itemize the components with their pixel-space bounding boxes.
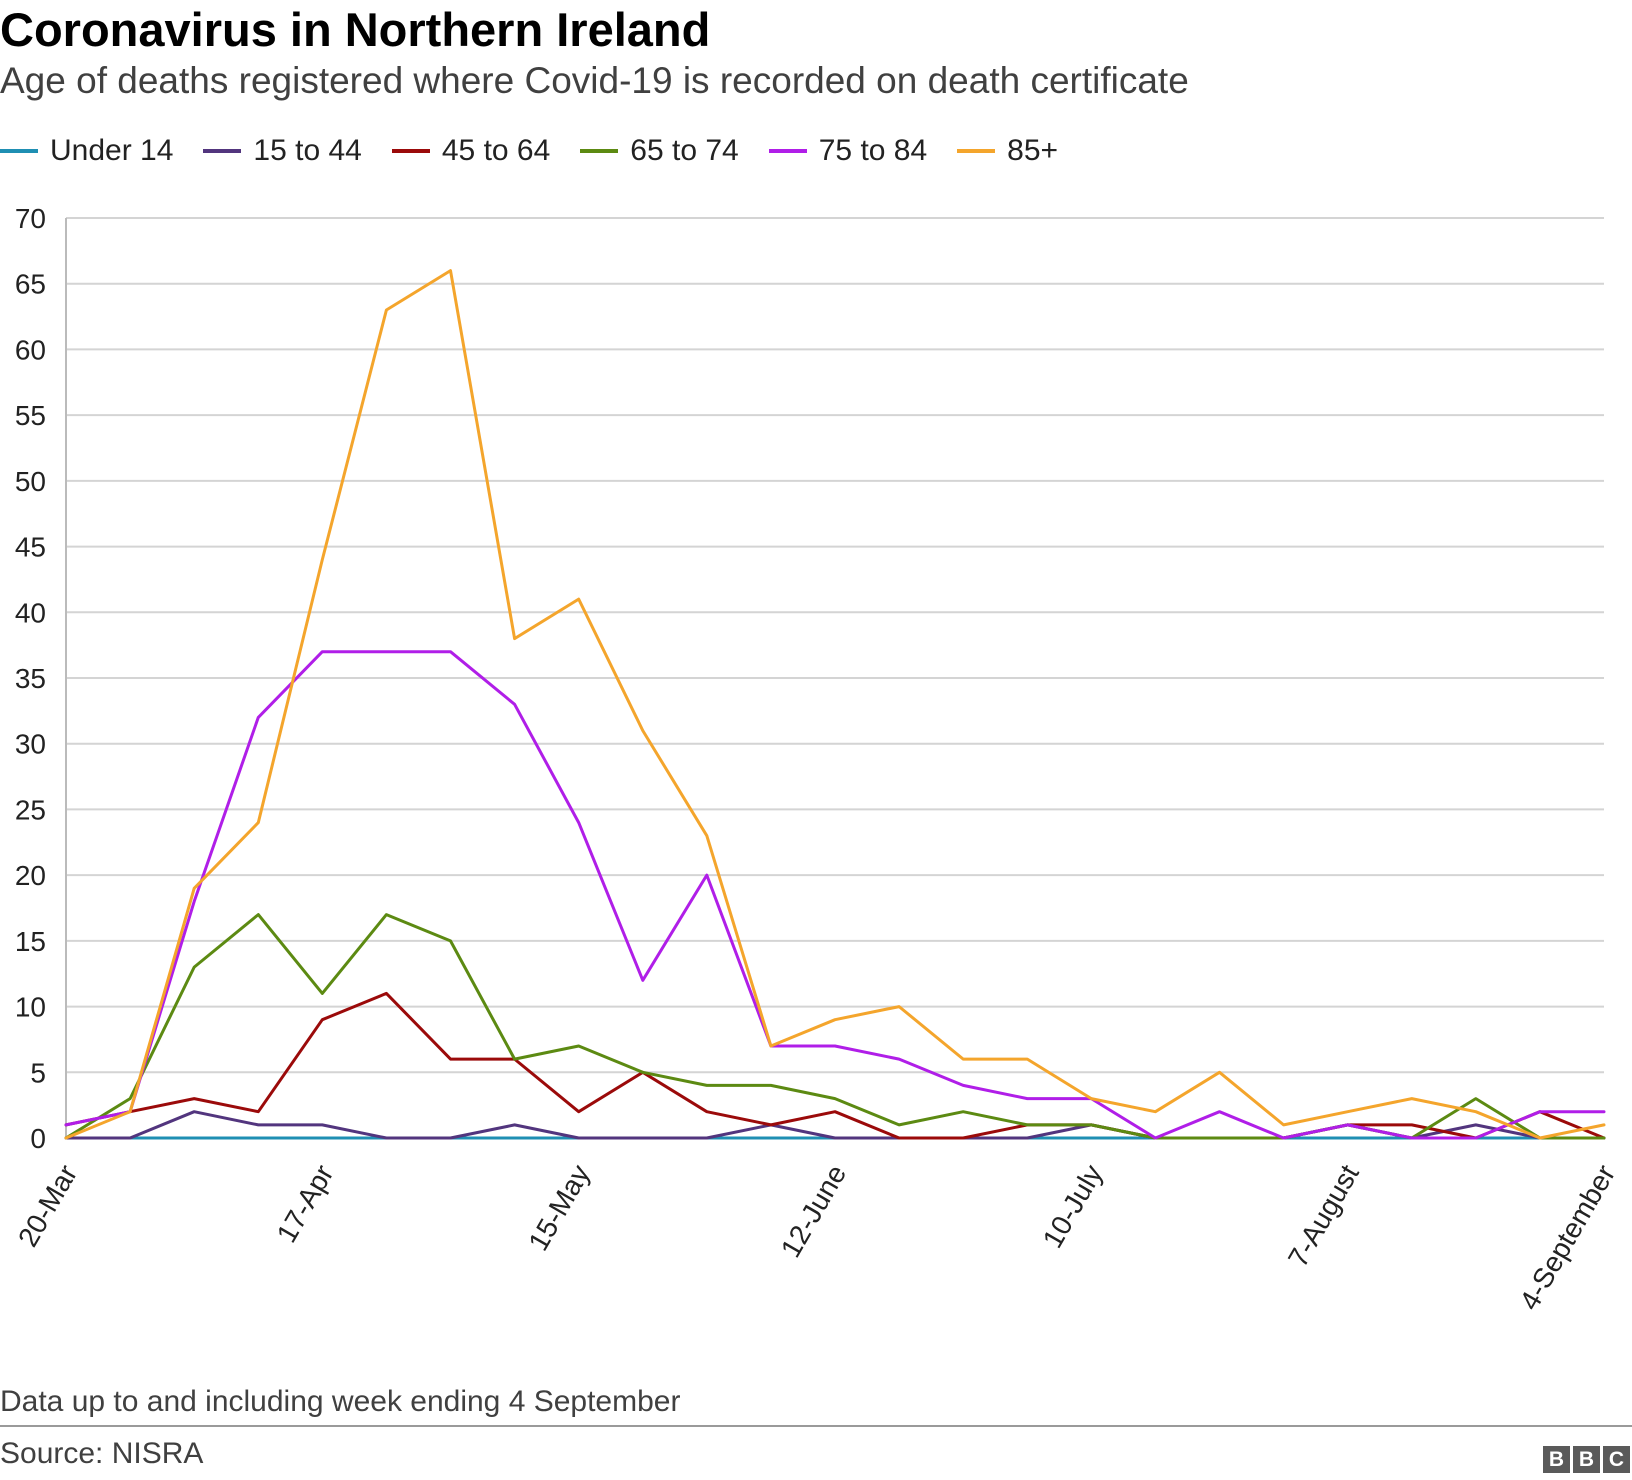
legend-swatch <box>0 149 38 153</box>
logo-letter: B <box>1573 1446 1600 1473</box>
y-tick-label: 25 <box>15 794 46 825</box>
y-tick-label: 40 <box>15 597 46 628</box>
logo-letter: B <box>1543 1446 1570 1473</box>
x-tick-label: 10-July <box>1037 1160 1109 1254</box>
y-tick-label: 0 <box>30 1123 46 1154</box>
legend-label: 15 to 44 <box>253 134 362 167</box>
legend-swatch <box>580 149 619 153</box>
series-line-65-to-74 <box>64 913 1606 1140</box>
legend-swatch <box>391 149 430 153</box>
legend-swatch <box>203 149 242 153</box>
series-line-85 <box>64 269 1606 1140</box>
x-tick-label: 17-Apr <box>271 1160 340 1248</box>
chart-legend: Under 14 15 to 44 45 to 64 65 to 74 75 to 84… <box>0 134 1088 168</box>
legend-label: 45 to 64 <box>441 134 551 167</box>
x-tick-label: 4-September <box>1513 1160 1621 1316</box>
legend-label: 65 to 74 <box>630 134 739 167</box>
y-tick-label: 55 <box>15 400 46 431</box>
legend-label: 75 to 84 <box>818 134 928 167</box>
x-tick-label: 12-June <box>775 1160 852 1263</box>
series-line-45-to-64 <box>64 991 1606 1140</box>
line-chart: 0 5 10 15 20 25 30 35 40 45 50 55 60 65 70 20-Mar 17-Apr… <box>12 203 1621 1316</box>
legend-item: 15 to 44 <box>203 134 362 168</box>
y-tick-label: 60 <box>15 334 46 365</box>
y-tick-label: 20 <box>15 860 46 891</box>
footer-divider <box>0 1425 1632 1427</box>
y-tick-label: 50 <box>15 466 46 497</box>
legend-item: 75 to 84 <box>768 134 928 168</box>
logo-letter: C <box>1603 1446 1630 1473</box>
y-tick-label: 35 <box>15 663 46 694</box>
legend-item: 65 to 74 <box>580 134 739 168</box>
series-line-75-to-84 <box>64 650 1606 1140</box>
legend-swatch <box>957 149 996 153</box>
legend-label: Under 14 <box>50 134 174 167</box>
legend-label: 85+ <box>1007 134 1059 167</box>
legend-swatch <box>768 149 807 153</box>
legend-item: 85+ <box>957 134 1058 168</box>
y-tick-label: 65 <box>15 269 46 300</box>
y-tick-label: 70 <box>15 203 46 234</box>
legend-item: Under 14 <box>0 134 173 168</box>
y-tick-label: 10 <box>15 992 46 1023</box>
chart-subtitle: Age of deaths registered where Covid-19 … <box>0 60 1189 101</box>
y-tick-label: 30 <box>15 729 46 760</box>
x-tick-label: 15-May <box>522 1160 596 1256</box>
y-tick-label: 15 <box>15 926 46 957</box>
y-tick-label: 45 <box>15 532 46 563</box>
source-text: Source: NISRA <box>0 1437 204 1470</box>
y-tick-label: 5 <box>30 1057 46 1088</box>
footnote: Data up to and including week ending 4 S… <box>0 1385 681 1418</box>
x-tick-label: 20-Mar <box>12 1160 83 1252</box>
legend-item: 45 to 64 <box>391 134 551 168</box>
x-tick-label: 7-August <box>1282 1159 1365 1272</box>
chart-title: Coronavirus in Northern Ireland <box>0 3 711 56</box>
bbc-logo: B B C <box>1543 1446 1630 1473</box>
